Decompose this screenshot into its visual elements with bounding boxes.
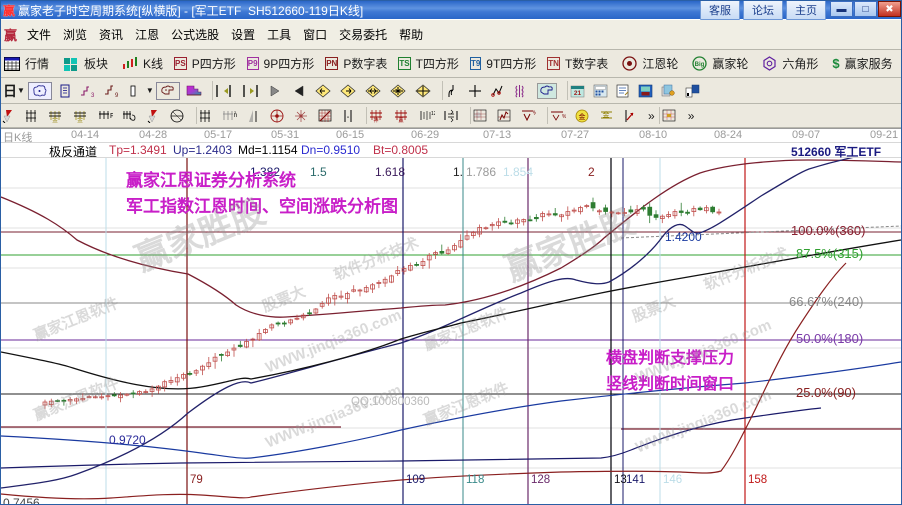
- svg-text:%: %: [533, 111, 536, 117]
- svg-text:Big: Big: [695, 62, 705, 68]
- svg-text:F: F: [110, 113, 113, 120]
- svg-text:金: 金: [603, 110, 610, 119]
- svg-text:赢: 赢: [398, 117, 403, 123]
- svg-text:神: 神: [373, 117, 378, 123]
- svg-text:3: 3: [91, 93, 95, 98]
- svg-text:125: 125: [431, 111, 435, 117]
- svg-text:": ": [347, 117, 349, 123]
- svg-text:金: 金: [579, 112, 586, 121]
- svg-text:金: 金: [52, 116, 58, 123]
- svg-text:金: 金: [77, 116, 83, 123]
- svg-text:%: %: [562, 114, 566, 120]
- svg-text:9: 9: [115, 93, 119, 98]
- svg-text:21: 21: [574, 90, 582, 97]
